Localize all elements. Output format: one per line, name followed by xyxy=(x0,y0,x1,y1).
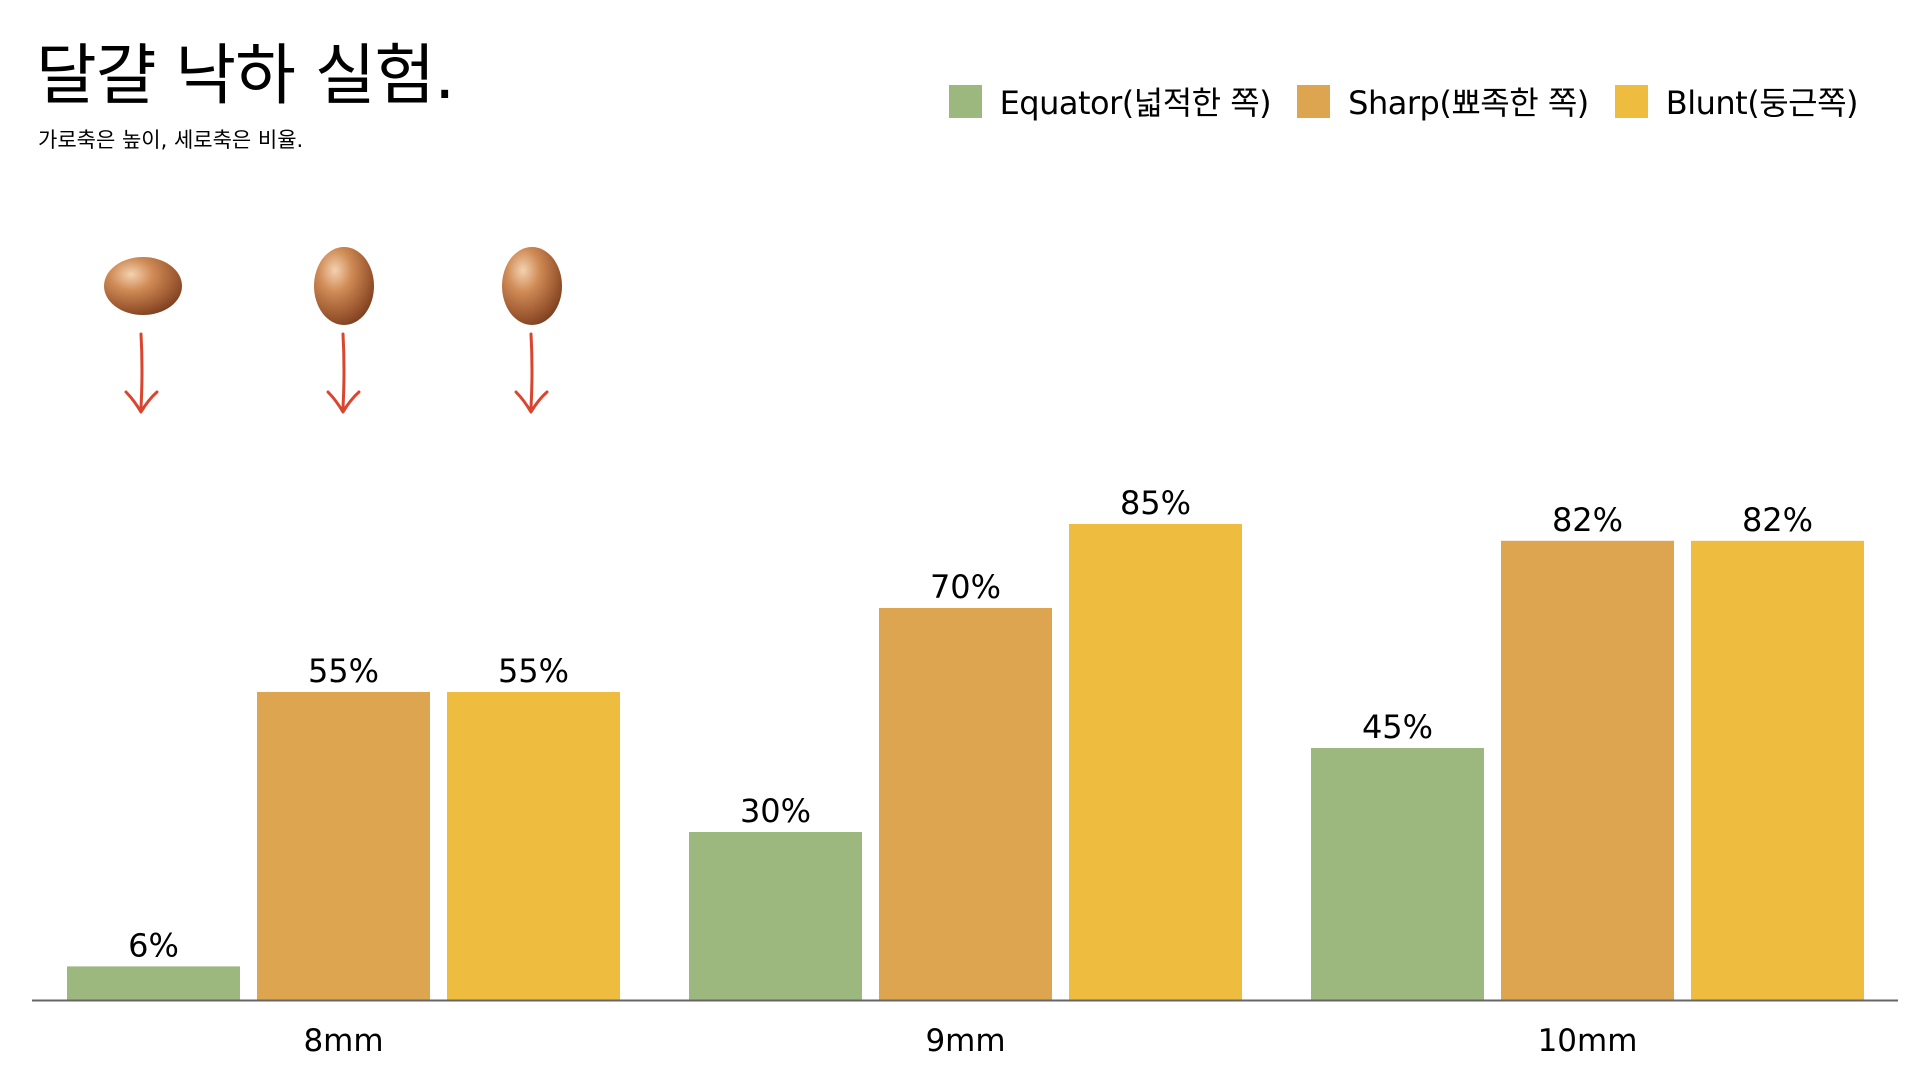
egg-illustration-blunt xyxy=(502,247,562,414)
egg-icon xyxy=(314,247,374,325)
data-label-blunt-10mm: 82% xyxy=(1742,501,1813,539)
egg-illustration-equator xyxy=(104,257,182,414)
legend-item-equator: Equator(넓적한 쪽) xyxy=(948,78,1272,124)
chart-subtitle: 가로축은 높이, 세로축은 비율. xyxy=(38,128,304,152)
egg-icon xyxy=(502,247,562,325)
data-label-blunt-9mm: 85% xyxy=(1120,484,1191,522)
legend-swatch-blunt xyxy=(1614,84,1648,118)
legend-item-blunt: Blunt(둥근쪽) xyxy=(1614,78,1859,124)
bar-blunt-10mm xyxy=(1691,540,1864,1000)
bar-sharp-8mm xyxy=(257,692,430,1000)
legend-label-blunt: Blunt(둥근쪽) xyxy=(1665,84,1859,122)
egg-icon xyxy=(104,257,182,315)
chart-title: 달걀 낙하 실험. xyxy=(36,37,455,114)
x-axis: 8mm 9mm 10mm xyxy=(32,999,1898,1059)
data-label-equator-9mm: 30% xyxy=(740,792,811,830)
x-tick-label-9mm: 9mm xyxy=(925,1023,1005,1059)
red-down-arrow-icon xyxy=(326,332,361,414)
bar-equator-9mm xyxy=(689,832,862,1000)
red-down-arrow-icon xyxy=(124,332,159,414)
bars-layer xyxy=(67,524,1864,1000)
data-label-sharp-9mm: 70% xyxy=(930,568,1001,606)
data-label-sharp-10mm: 82% xyxy=(1552,501,1623,539)
bar-sharp-10mm xyxy=(1501,540,1674,1000)
bar-equator-10mm xyxy=(1311,748,1484,1000)
legend-item-sharp: Sharp(뾰족한 쪽) xyxy=(1297,78,1589,124)
bar-sharp-9mm xyxy=(879,608,1052,1000)
data-label-sharp-8mm: 55% xyxy=(308,652,379,690)
legend: Equator(넓적한 쪽) Sharp(뾰족한 쪽) Blunt(둥근쪽) xyxy=(948,78,1859,124)
legend-label-sharp: Sharp(뾰족한 쪽) xyxy=(1348,84,1589,122)
x-tick-label-10mm: 10mm xyxy=(1538,1023,1638,1059)
bar-blunt-9mm xyxy=(1069,524,1242,1000)
bar-equator-8mm xyxy=(67,966,240,1000)
egg-illustration-sharp xyxy=(314,247,374,414)
data-labels-layer: 6% 55% 55% 30% 70% 85% 45% 82% 82% xyxy=(128,484,1813,964)
bar-blunt-8mm xyxy=(447,692,620,1000)
legend-label-equator: Equator(넓적한 쪽) xyxy=(999,84,1272,122)
data-label-equator-8mm: 6% xyxy=(128,926,179,964)
red-down-arrow-icon xyxy=(514,332,549,414)
data-label-equator-10mm: 45% xyxy=(1362,708,1433,746)
legend-swatch-equator xyxy=(948,84,982,118)
data-label-blunt-8mm: 55% xyxy=(498,652,569,690)
x-tick-label-8mm: 8mm xyxy=(303,1023,383,1059)
legend-swatch-sharp xyxy=(1297,84,1331,118)
